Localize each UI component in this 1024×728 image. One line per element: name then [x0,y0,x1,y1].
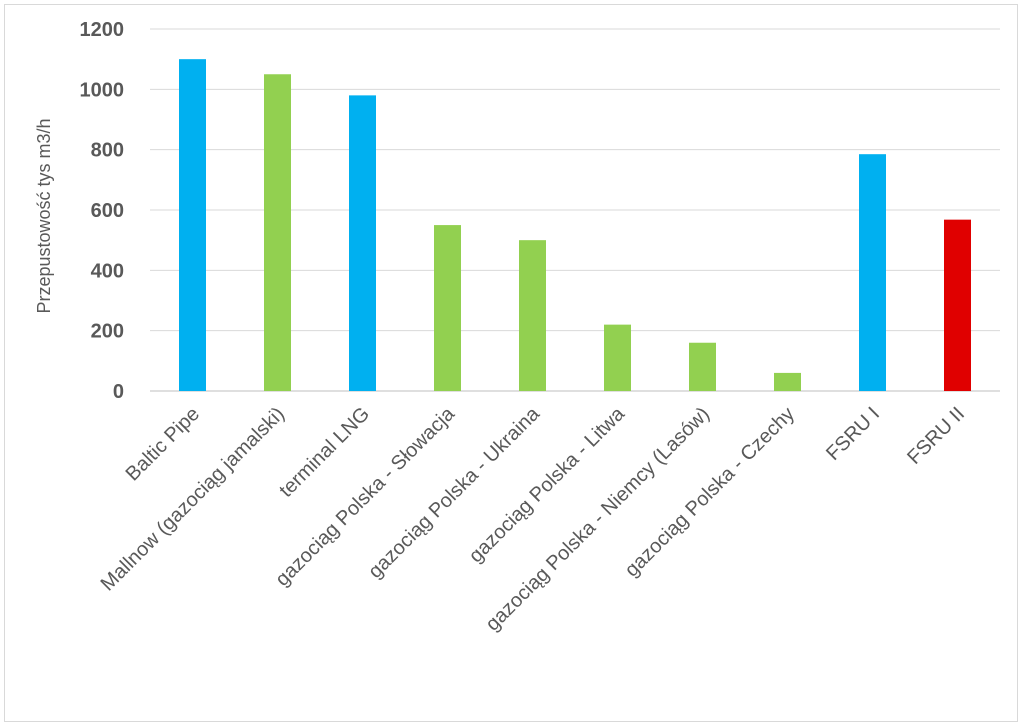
x-tick-label: Baltic Pipe [122,403,204,485]
bar [604,324,631,391]
x-tick-label: gazociąg Polska - Słowacja [271,402,459,590]
chart-area [4,4,1018,722]
y-tick-label: 0 [113,381,124,403]
y-tick-label: 800 [91,140,124,162]
bar [774,372,801,391]
gridlines [150,28,1000,392]
x-tick-label: FSRU I [822,403,884,465]
bar [944,219,971,391]
bar [689,342,716,391]
y-tick-label: 1000 [80,79,125,101]
bar [349,95,376,391]
bar [179,59,206,392]
y-axis-title: Przepustowość tys m3/h [34,118,54,313]
x-tick-label: gazociąg Polska - Czechy [621,403,799,581]
y-tick-label: 200 [91,321,124,343]
bar [434,225,461,391]
bars [179,59,971,392]
y-tick-label: 400 [91,260,124,282]
x-tick-label: gazociąg Polska - Ukraina [364,402,544,582]
x-tick-label: FSRU II [903,403,969,469]
bar [519,240,546,391]
x-tick-label: Mallnow (gazociąg jamalski) [97,403,289,595]
bar [859,154,886,391]
bar [264,74,291,391]
y-axis-ticks: 0 200 400 600 800 1000 1200 [80,19,125,403]
x-tick-label: gazociąg Polska - Litwa [465,402,630,567]
y-tick-label: 600 [91,200,124,222]
y-tick-label: 1200 [80,19,125,41]
